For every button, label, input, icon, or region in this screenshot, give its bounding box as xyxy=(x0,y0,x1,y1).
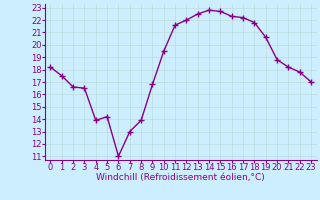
X-axis label: Windchill (Refroidissement éolien,°C): Windchill (Refroidissement éolien,°C) xyxy=(96,173,265,182)
